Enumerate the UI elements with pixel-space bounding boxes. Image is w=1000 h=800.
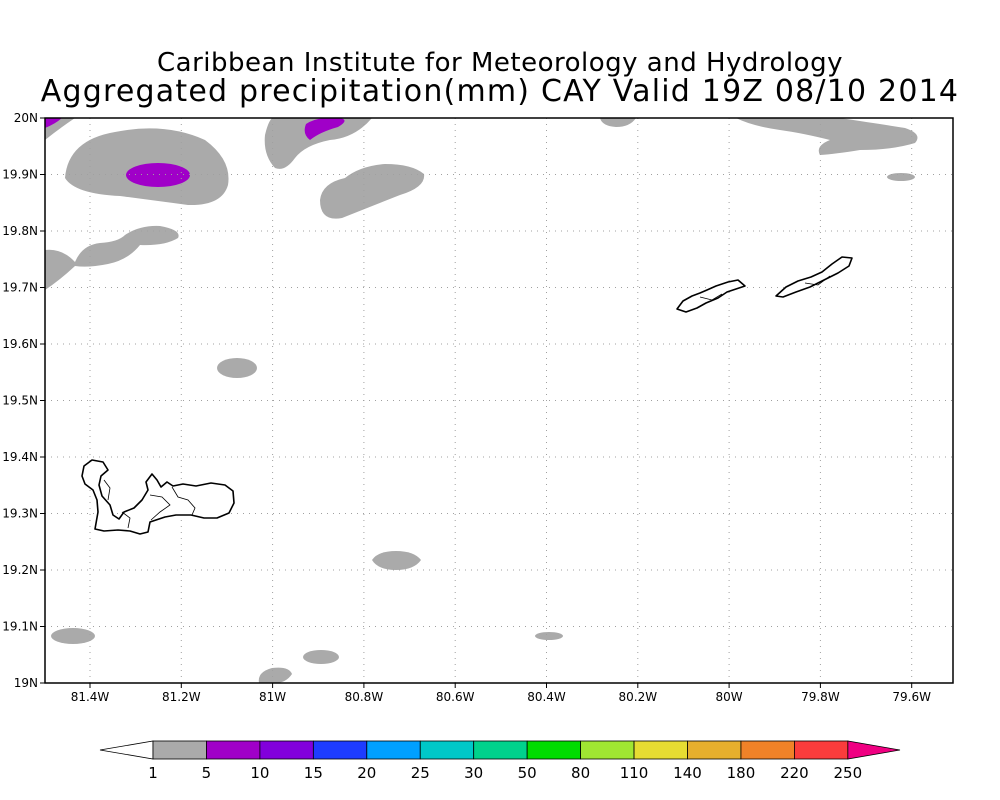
longitude-labels: 81.4W 81.2W 81W 80.8W 80.6W 80.4W 80.2W 80W 79.8… (71, 683, 931, 704)
rain-area-west-low (45, 225, 179, 290)
colorbar-swatch (580, 740, 635, 760)
lon-label: 81.2W (162, 690, 201, 704)
colorbar-label: 50 (518, 764, 537, 782)
district-line-6 (804, 275, 831, 286)
lon-label: 80.2W (619, 690, 658, 704)
island-grand-cayman (81, 459, 235, 535)
heavy-rain-nw-corner (45, 118, 62, 128)
district-line-3 (121, 511, 131, 529)
colorbar-swatch (473, 740, 528, 760)
colorbar-swatch (152, 740, 207, 760)
lat-label: 19.7N (2, 281, 38, 295)
colorbar-swatch (740, 740, 795, 760)
colorbar-label: 80 (571, 764, 590, 782)
rain-area-north-strip (600, 118, 636, 127)
precipitation-contours (45, 118, 918, 683)
latitude-labels: 20N 19.9N 19.8N 19.7N 19.6N 19.5N 19.4N 19.3N 19… (2, 111, 45, 690)
lon-label: 79.8W (801, 690, 840, 704)
colorbar-swatch (312, 740, 368, 760)
district-line-1 (149, 494, 171, 521)
colorbar-label: 5 (202, 764, 212, 782)
rain-area-north-central (264, 118, 372, 169)
district-line-5 (699, 293, 723, 301)
rain-area-northeast (736, 118, 918, 155)
map-subtitle: Aggregated precipitation(mm) CAY Valid 1… (40, 74, 960, 109)
rain-spot-2 (372, 551, 421, 570)
lon-label: 81.4W (71, 690, 110, 704)
colorbar-label: 15 (304, 764, 323, 782)
lon-label: 81W (259, 690, 286, 704)
map-title: Caribbean Institute for Meteorology and … (157, 48, 843, 78)
lon-label: 80W (716, 690, 743, 704)
rain-spot-1 (217, 358, 257, 378)
map-grid (45, 118, 953, 683)
lon-label: 79.6W (892, 690, 931, 704)
rain-area-north-central-2 (320, 164, 425, 219)
district-boundaries (103, 275, 831, 529)
colorbar-under-triangle (99, 740, 154, 760)
lon-label: 80.8W (345, 690, 384, 704)
colorbar-label: 25 (411, 764, 430, 782)
rain-spot-5 (303, 650, 339, 664)
lat-label: 19.3N (2, 507, 38, 521)
colorbar-label: 220 (780, 764, 809, 782)
lat-label: 19.8N (2, 224, 38, 238)
lat-label: 19N (14, 676, 38, 690)
colorbar-swatch (259, 740, 314, 760)
colorbar-label: 10 (250, 764, 269, 782)
colorbar: 1 5 10 15 20 25 30 50 80 110 140 180 220 250 (99, 740, 901, 782)
colorbar-swatch (526, 740, 582, 760)
rain-spot-3 (51, 628, 95, 644)
rain-spot-4 (535, 632, 563, 640)
island-little-cayman (676, 279, 746, 313)
colorbar-label: 1 (148, 764, 158, 782)
lat-label: 19.9N (2, 168, 38, 182)
colorbar-label: 140 (673, 764, 702, 782)
colorbar-swatch (419, 740, 475, 760)
lon-label: 80.4W (527, 690, 566, 704)
island-cayman-brac (775, 256, 853, 298)
lat-label: 19.1N (2, 620, 38, 634)
rain-spot-northeast (887, 173, 915, 181)
lat-label: 20N (14, 111, 38, 125)
colorbar-label: 180 (727, 764, 756, 782)
colorbar-label: 30 (464, 764, 483, 782)
colorbar-label: 250 (834, 764, 863, 782)
colorbar-swatch (687, 740, 742, 760)
colorbar-swatch (366, 740, 421, 760)
lat-label: 19.5N (2, 394, 38, 408)
colorbar-swatch (794, 740, 849, 760)
district-line-2 (171, 486, 196, 516)
colorbar-swatch (633, 740, 688, 760)
colorbar-label: 20 (357, 764, 376, 782)
colorbar-label: 110 (620, 764, 649, 782)
lat-label: 19.6N (2, 337, 38, 351)
district-line-4 (103, 479, 111, 501)
colorbar-over-triangle (847, 740, 901, 760)
island-outlines (81, 256, 853, 535)
heavy-rain-north-central (304, 118, 345, 140)
colorbar-swatch (206, 740, 261, 760)
lat-label: 19.4N (2, 450, 38, 464)
rain-spot-6 (258, 667, 292, 683)
lat-label: 19.2N (2, 563, 38, 577)
lon-label: 80.6W (436, 690, 475, 704)
heavy-rain-west (126, 163, 190, 187)
